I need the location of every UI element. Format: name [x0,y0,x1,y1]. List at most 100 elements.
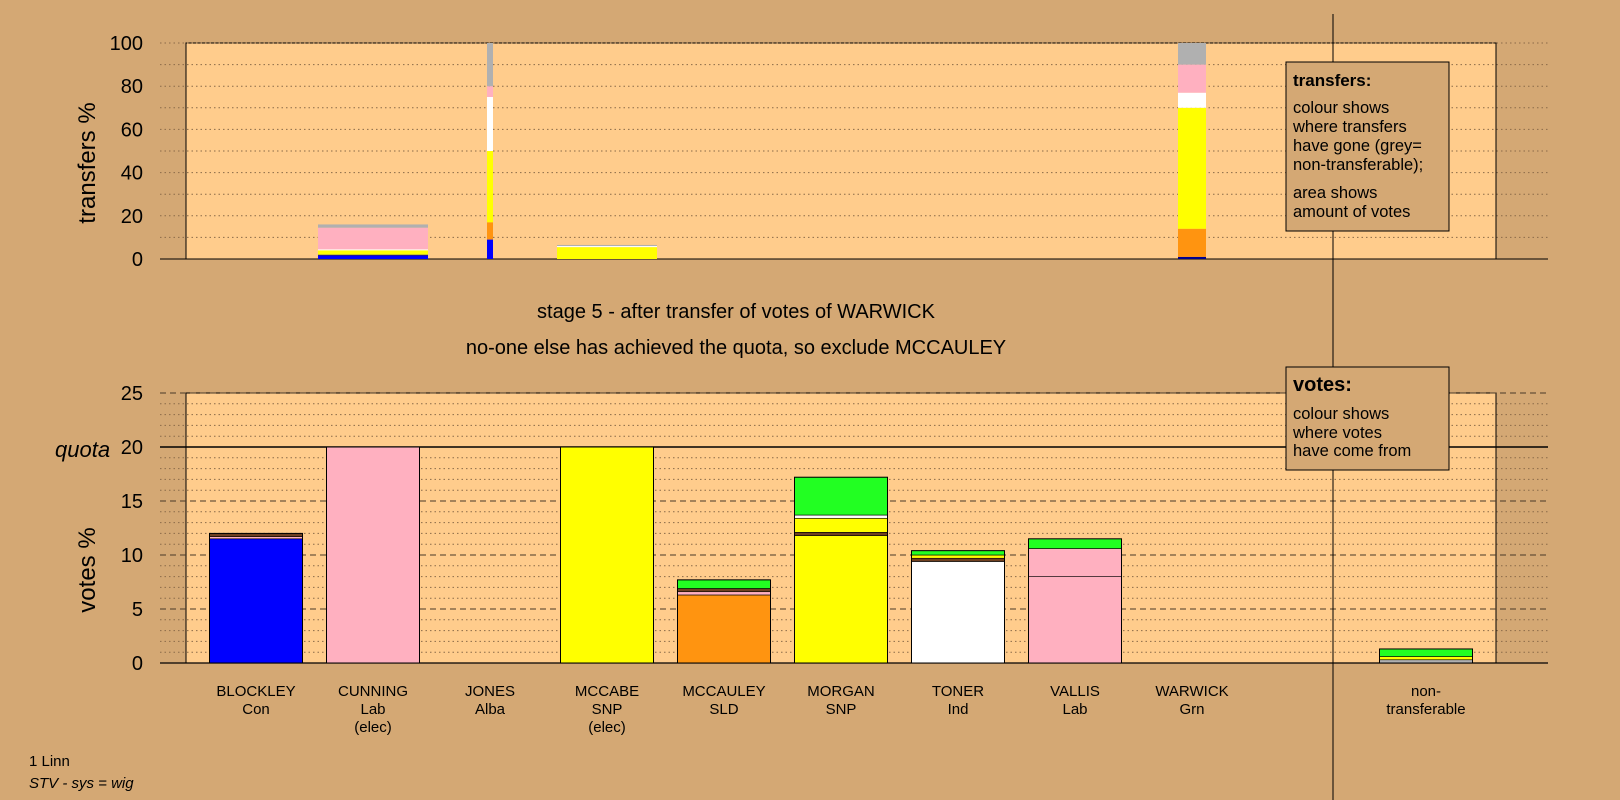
votes-bar-segment [911,550,1005,556]
transfers-bar-segment [487,151,493,223]
transfers-legend-line: have gone (grey= [1293,137,1422,155]
transfers-y-tick-label: 100 [110,33,143,55]
category-party: SLD [709,701,738,718]
transfers-bar-segment [318,255,428,259]
votes-bar-segment [677,594,771,664]
category-name: MCCABE [575,683,639,700]
votes-legend-line: where votes [1292,424,1382,442]
transfers-bar [318,224,428,259]
votes-bar-outline [326,446,420,664]
votes-bar-segment [911,561,1005,664]
transfers-bar-segment [487,86,493,97]
transfers-bar-segment [557,246,657,248]
votes-bar-segment [677,591,771,596]
transfers-bar-segment [1178,228,1206,257]
votes-bar-outline [794,476,888,664]
stage-caption: stage 5 - after transfer of votes of WAR… [537,301,936,323]
votes-category-labels: BLOCKLEYConCUNNINGLab(elec)JONESAlbaMCCA… [216,683,1465,736]
transfers-y-tick-label: 20 [121,206,143,228]
votes-bar-segment [794,517,888,533]
votes-y-tick-label: 20 [121,437,143,459]
votes-bar-segment [560,446,654,664]
transfers-y-ticks: 0 20 40 60 80 100 [110,33,143,271]
transfers-bars [318,43,1206,259]
votes-bar-segment [677,588,771,593]
category-status: (elec) [354,719,392,736]
votes-bar-outline [677,579,771,664]
votes-y-tick-label: 25 [121,383,143,405]
votes-bar-outline [560,446,654,664]
votes-y-tick-label: 0 [132,653,143,675]
votes-bar [911,550,1005,664]
transfers-legend: transfers: colour shows where transfers … [1285,61,1450,232]
transfers-bar-segment [557,244,657,247]
transfers-legend-line: area shows [1293,184,1377,202]
votes-legend: votes: colour shows where votes have com… [1285,366,1450,471]
votes-bar-segment [209,536,303,540]
transfers-bar-segment [318,250,428,255]
votes-legend-title: votes: [1293,374,1352,396]
category-name: MCCAULEY [682,683,765,700]
votes-bar-segment [794,535,888,664]
votes-bar-segment [1028,548,1122,577]
category-name: MORGAN [807,683,875,700]
transfers-legend-line: non-transferable); [1293,156,1423,174]
category-party: Lab [360,701,385,718]
system-label: STV - sys = wig [29,775,134,792]
votes-bars [209,446,1473,664]
votes-bar [209,532,303,664]
transfers-bar-segment [487,97,493,151]
category-name: VALLIS [1050,683,1100,700]
transfers-legend-line: colour shows [1293,99,1389,117]
transfers-bar-segment [1178,64,1206,93]
votes-bar [326,446,420,664]
transfers-bar-segment [1178,256,1206,259]
votes-bar-outline [1028,538,1122,664]
votes-bar-segment [794,514,888,519]
transfers-y-tick-label: 0 [132,249,143,271]
transfers-bar-segment [1178,92,1206,108]
category-name: WARWICK [1155,683,1228,700]
transfers-y-tick-label: 40 [121,163,143,185]
transfers-bar-segment [557,247,657,259]
category-name: non- [1411,683,1441,700]
votes-bar-segment [209,538,303,664]
votes-bar-segment [1028,576,1122,664]
category-name: BLOCKLEY [216,683,295,700]
transfers-legend-line: amount of votes [1293,203,1410,221]
votes-y-tick-label: 5 [132,599,143,621]
transfers-bar-segment [318,224,428,228]
transfers-y-tick-label: 60 [121,119,143,141]
transfers-bar-segment [1178,107,1206,229]
category-party: Grn [1179,701,1204,718]
votes-bar [677,579,771,664]
transfers-bar-segment [318,254,428,256]
votes-bar-segment [326,446,420,664]
votes-bar-segment [794,532,888,536]
transfers-bar-segment [1178,43,1206,65]
votes-bar-outline [209,532,303,664]
category-name: CUNNING [338,683,408,700]
category-party: SNP [826,701,857,718]
category-party: Con [242,701,270,718]
votes-bar-segment [1028,538,1122,549]
votes-y-label: votes % [74,527,101,612]
votes-bar-segment [677,579,771,589]
votes-y-ticks: 0 5 10 15 20 25 [121,383,143,675]
transfers-bar [487,43,493,259]
transfers-bar [557,244,657,259]
transfers-bar-segment [487,222,493,240]
category-party: Ind [948,701,969,718]
votes-legend-line: have come from [1293,442,1411,460]
votes-bar [1379,648,1473,664]
constituency-label: 1 Linn [29,753,70,770]
votes-y-tick-label: 15 [121,491,143,513]
category-name: JONES [465,683,515,700]
transfers-bar-segment [318,227,428,250]
exclusion-note: no-one else has achieved the quota, so e… [466,337,1006,359]
transfers-y-tick-label: 80 [121,76,143,98]
transfers-bar [1178,43,1206,259]
category-party: SNP [592,701,623,718]
votes-bar [560,446,654,664]
